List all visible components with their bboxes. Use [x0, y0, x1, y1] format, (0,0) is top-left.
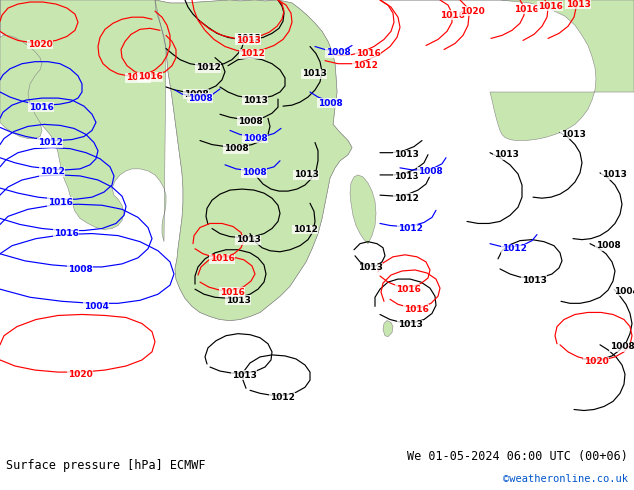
Text: 1016: 1016 [210, 254, 235, 263]
Text: ©weatheronline.co.uk: ©weatheronline.co.uk [503, 474, 628, 484]
Text: 1013: 1013 [236, 235, 261, 244]
Text: 1016: 1016 [138, 73, 162, 81]
Text: 1013: 1013 [294, 171, 318, 179]
Text: 1008: 1008 [418, 168, 443, 176]
Polygon shape [380, 0, 634, 141]
Text: 1012: 1012 [240, 49, 264, 58]
Text: 1020: 1020 [28, 40, 53, 49]
Text: Surface pressure [hPa] ECMWF: Surface pressure [hPa] ECMWF [6, 459, 206, 472]
Text: We 01-05-2024 06:00 UTC (00+06): We 01-05-2024 06:00 UTC (00+06) [407, 450, 628, 464]
Text: 1013: 1013 [398, 320, 422, 329]
Text: 1008: 1008 [224, 144, 249, 153]
Text: 1016: 1016 [404, 305, 429, 314]
Text: 1013: 1013 [602, 171, 626, 179]
Text: 1016: 1016 [514, 4, 538, 14]
Text: 1013: 1013 [236, 34, 261, 43]
Text: 1008: 1008 [326, 48, 351, 57]
Text: 1012: 1012 [39, 168, 65, 176]
Text: 1004: 1004 [84, 302, 108, 311]
Text: 1013: 1013 [522, 275, 547, 285]
Text: 1012: 1012 [37, 138, 62, 147]
Text: 1013: 1013 [358, 264, 382, 272]
Polygon shape [350, 175, 376, 244]
Text: 1016: 1016 [396, 285, 420, 294]
Text: 1008: 1008 [242, 169, 266, 177]
Text: 1016: 1016 [126, 74, 150, 82]
Text: 1008: 1008 [318, 98, 342, 108]
Text: 1013: 1013 [243, 96, 268, 104]
Text: 1016: 1016 [439, 11, 465, 20]
Text: 1008: 1008 [610, 343, 634, 351]
Polygon shape [155, 0, 352, 320]
Text: 1016: 1016 [48, 198, 72, 207]
Text: 1013: 1013 [394, 150, 418, 159]
Text: 1004: 1004 [614, 287, 634, 295]
Text: 1012: 1012 [501, 244, 526, 253]
Text: 1013: 1013 [566, 0, 590, 8]
Text: 1016: 1016 [538, 1, 562, 11]
Text: 1020: 1020 [68, 369, 93, 379]
Text: 1013: 1013 [231, 370, 256, 380]
Text: 1013: 1013 [493, 150, 519, 159]
Text: 1008: 1008 [243, 134, 268, 143]
Text: 1012: 1012 [394, 194, 418, 203]
Text: 1020: 1020 [460, 7, 484, 16]
Text: 1008: 1008 [238, 117, 262, 126]
Text: 1008: 1008 [595, 241, 621, 250]
Text: 1012: 1012 [292, 225, 318, 234]
Text: 1008: 1008 [188, 94, 212, 102]
Text: 1013: 1013 [560, 130, 585, 139]
Text: 1008: 1008 [184, 90, 209, 98]
Text: 1016: 1016 [53, 229, 79, 238]
Text: 1013: 1013 [302, 69, 327, 78]
Text: 1012: 1012 [195, 63, 221, 72]
Text: 1012: 1012 [398, 224, 422, 233]
Text: 1012: 1012 [269, 393, 294, 402]
Text: 1013: 1013 [226, 296, 250, 305]
Polygon shape [0, 0, 42, 139]
Polygon shape [0, 0, 352, 320]
Text: 1008: 1008 [68, 266, 93, 274]
Text: 1013: 1013 [394, 172, 418, 181]
Text: 1012: 1012 [353, 61, 377, 70]
Text: 1013: 1013 [236, 36, 261, 45]
Text: 1016: 1016 [356, 49, 380, 58]
Text: 1020: 1020 [584, 358, 609, 367]
Text: 1016: 1016 [29, 103, 53, 112]
Polygon shape [383, 320, 393, 337]
Text: 1016: 1016 [219, 288, 245, 297]
